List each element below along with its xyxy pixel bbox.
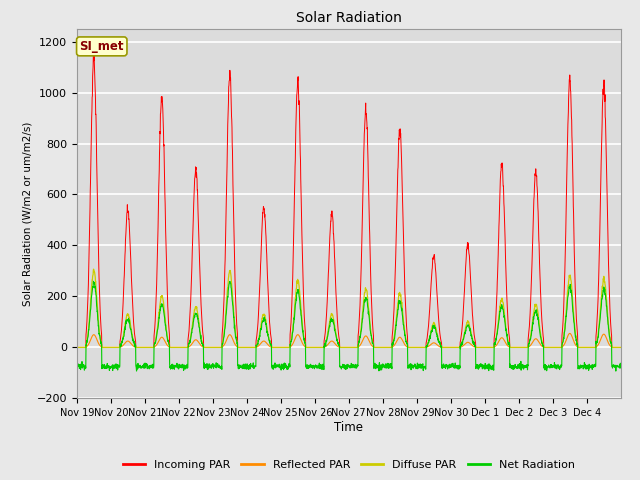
- Line: Diffuse PAR: Diffuse PAR: [77, 269, 621, 348]
- Incoming PAR: [127, 275, 135, 280]
- Incoming PAR: [609, 345, 617, 350]
- Net Radiation: [90, 278, 97, 284]
- Net Radiation: [617, 361, 625, 367]
- Reflected PAR: [617, 345, 625, 350]
- Incoming PAR: [381, 345, 389, 350]
- Diffuse PAR: [73, 345, 81, 350]
- Net Radiation: [245, 367, 253, 372]
- Reflected PAR: [73, 345, 81, 350]
- Incoming PAR: [617, 345, 625, 350]
- Diffuse PAR: [245, 345, 253, 350]
- Reflected PAR: [609, 345, 617, 350]
- Reflected PAR: [543, 345, 551, 350]
- Net Radiation: [609, 364, 617, 370]
- Reflected PAR: [244, 345, 252, 350]
- Diffuse PAR: [513, 345, 520, 350]
- Incoming PAR: [513, 345, 520, 350]
- Incoming PAR: [245, 345, 253, 350]
- Reflected PAR: [566, 331, 573, 336]
- Diffuse PAR: [609, 345, 617, 350]
- Reflected PAR: [127, 341, 135, 347]
- Net Radiation: [543, 364, 551, 370]
- Incoming PAR: [543, 345, 551, 350]
- Line: Net Radiation: Net Radiation: [77, 281, 621, 371]
- Net Radiation: [73, 364, 81, 370]
- Net Radiation: [612, 368, 620, 374]
- Net Radiation: [127, 330, 135, 336]
- Incoming PAR: [90, 52, 98, 58]
- Title: Solar Radiation: Solar Radiation: [296, 11, 402, 25]
- Incoming PAR: [73, 345, 81, 350]
- Legend: Incoming PAR, Reflected PAR, Diffuse PAR, Net Radiation: Incoming PAR, Reflected PAR, Diffuse PAR…: [118, 455, 579, 474]
- Reflected PAR: [381, 345, 389, 350]
- Net Radiation: [513, 364, 520, 370]
- Line: Incoming PAR: Incoming PAR: [77, 55, 621, 348]
- Net Radiation: [381, 362, 389, 368]
- X-axis label: Time: Time: [334, 421, 364, 434]
- Reflected PAR: [513, 345, 520, 350]
- Text: SI_met: SI_met: [79, 40, 124, 53]
- Diffuse PAR: [617, 345, 625, 350]
- Diffuse PAR: [127, 327, 135, 333]
- Diffuse PAR: [90, 266, 97, 272]
- Diffuse PAR: [381, 345, 389, 350]
- Y-axis label: Solar Radiation (W/m2 or um/m2/s): Solar Radiation (W/m2 or um/m2/s): [22, 121, 33, 306]
- Diffuse PAR: [543, 345, 551, 350]
- Line: Reflected PAR: Reflected PAR: [77, 334, 621, 348]
